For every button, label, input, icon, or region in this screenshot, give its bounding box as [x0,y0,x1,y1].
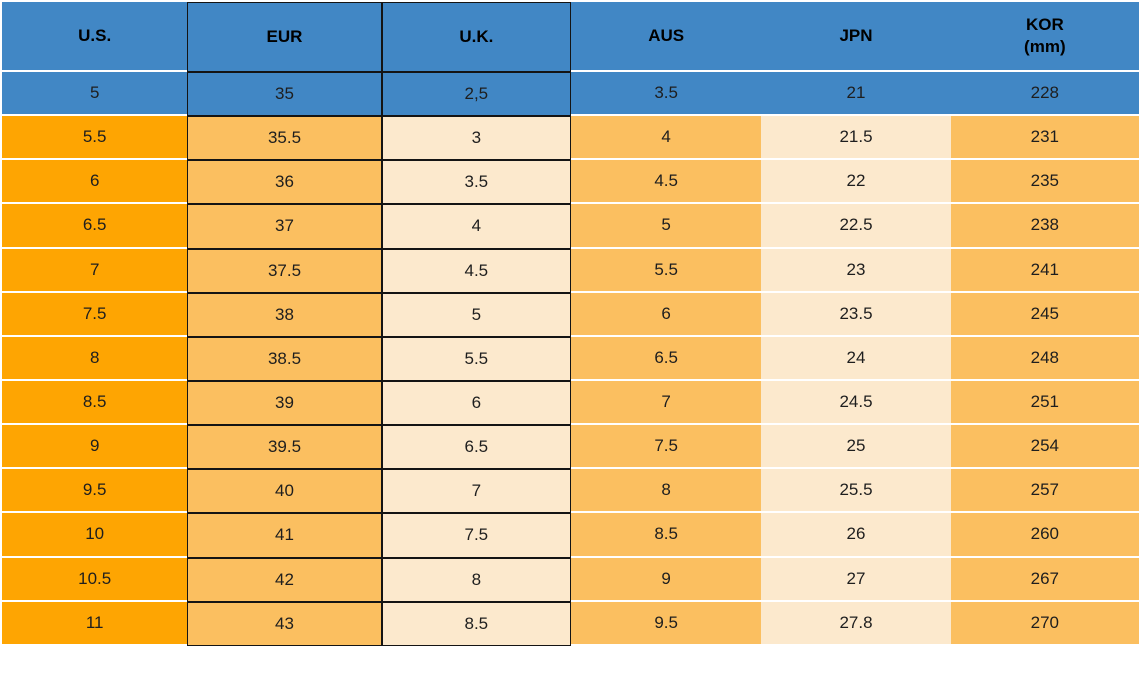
header-cell-jpn: JPN [761,2,951,72]
table-cell: 21 [761,72,951,117]
table-cell: 5 [2,72,188,117]
table-cell: 37 [187,204,382,249]
table-cell: 4.5 [381,248,571,293]
header-cell-us: U.S. [2,2,188,72]
table-cell: 35.5 [187,116,382,161]
header-cell-eur: EUR [187,2,382,72]
table-cell: 8 [2,336,188,381]
table-cell: 9 [570,557,762,602]
table-cell: 10.5 [2,557,188,602]
table-cell: 43 [187,601,382,646]
table-cell: 9.5 [2,469,188,514]
table-cell: 3 [381,116,571,161]
table-cell: 26 [761,513,951,558]
table-cell: 5.5 [2,116,188,161]
table-cell: 41 [187,513,382,558]
table-cell: 267 [950,557,1139,602]
table-cell: 5.5 [570,248,762,293]
table-cell: 7 [381,469,571,514]
table-cell: 21.5 [761,116,951,161]
table-cell: 24.5 [761,380,951,426]
table-cell: 6.5 [381,425,571,470]
table-cell: 260 [950,513,1139,558]
header-label: U.K. [459,26,494,46]
table-cell: 40 [187,469,382,514]
table-cell: 4 [381,204,571,249]
table-cell: 241 [950,248,1139,293]
header-cell-uk: U.K. [381,2,571,72]
table-cell: 238 [950,204,1139,249]
table-cell: 6.5 [2,204,188,249]
table-cell: 6 [2,160,188,205]
table-cell: 23 [761,248,951,293]
table-cell: 42 [187,557,382,602]
table-cell: 39.5 [187,425,382,470]
table-cell: 25 [761,425,951,470]
table-cell: 8.5 [570,513,762,558]
table-cell: 8.5 [381,601,571,646]
table-cell: 6 [570,292,762,337]
table-cell: 248 [950,336,1139,381]
table-cell: 22.5 [761,204,951,249]
header-label: JPN [839,25,873,45]
table-cell: 7.5 [381,513,571,558]
table-cell: 8.5 [2,380,188,426]
header-cell-kor: KOR (mm) [950,2,1139,72]
table-cell: 9.5 [570,601,762,646]
table-cell: 231 [950,116,1139,161]
table-cell: 11 [2,601,188,646]
table-cell: 245 [950,292,1139,337]
table-cell: 254 [950,425,1139,470]
header-label: U.S. [78,25,112,45]
table-cell: 7 [570,380,762,426]
table-cell: 25.5 [761,469,951,514]
table-cell: 257 [950,469,1139,514]
table-cell: 2,5 [381,72,571,117]
table-cell: 235 [950,160,1139,205]
table-cell: 27 [761,557,951,602]
table-cell: 9 [2,425,188,470]
table-cell: 5 [381,292,571,337]
table-cell: 4 [570,116,762,161]
table-cell: 7.5 [570,425,762,470]
table-cell: 22 [761,160,951,205]
table-cell: 7.5 [2,292,188,337]
table-cell: 38.5 [187,336,382,381]
table-cell: 228 [950,72,1139,117]
table-cell: 5 [570,204,762,249]
table-cell: 38 [187,292,382,337]
table-cell: 8 [570,469,762,514]
table-cell: 37.5 [187,248,382,293]
header-sublabel: (mm) [1024,37,1066,56]
table-cell: 27.8 [761,601,951,646]
header-cell-aus: AUS [570,2,762,72]
table-cell: 6.5 [570,336,762,381]
table-cell: 7 [2,248,188,293]
table-cell: 39 [187,380,382,426]
table-cell: 36 [187,160,382,205]
table-cell: 3.5 [381,160,571,205]
header-label: EUR [266,26,303,46]
table-cell: 5.5 [381,336,571,381]
table-cell: 8 [381,557,571,602]
header-label: KOR [1025,14,1064,34]
table-cell: 23.5 [761,292,951,337]
table-cell: 35 [187,72,382,117]
table-cell: 270 [950,601,1139,646]
table-cell: 3.5 [570,72,762,117]
table-cell: 6 [381,380,571,426]
table-cell: 4.5 [570,160,762,205]
table-cell: 251 [950,380,1139,426]
table-cell: 24 [761,336,951,381]
header-label: AUS [648,25,685,45]
table-cell: 10 [2,513,188,558]
